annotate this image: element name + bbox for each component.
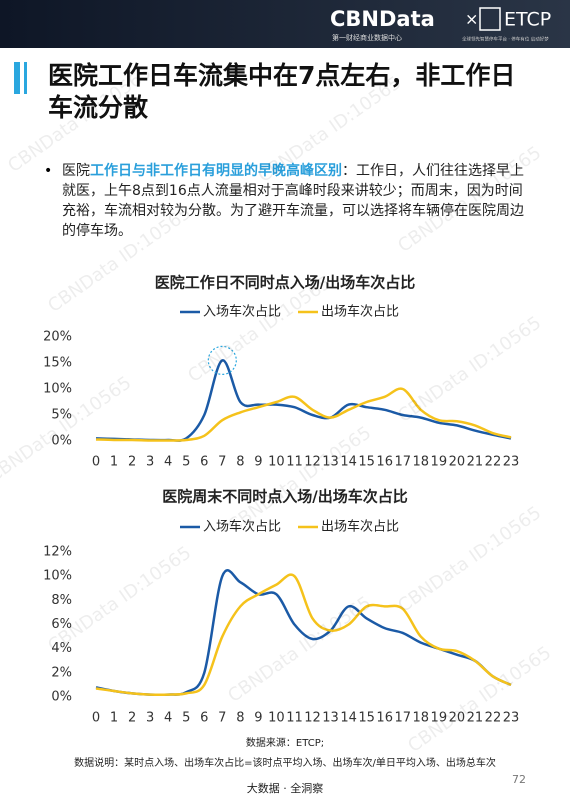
- x-tick-label: 9: [254, 455, 262, 470]
- x-tick-label: 4: [164, 711, 172, 726]
- x-tick-label: 19: [431, 711, 448, 726]
- x-tick-label: 8: [236, 455, 244, 470]
- y-tick-label: 0%: [51, 434, 72, 449]
- x-tick-label: 8: [236, 711, 244, 726]
- x-tick-label: 16: [376, 711, 393, 726]
- x-tick-label: 5: [182, 711, 190, 726]
- legend-label: 入场车次占比: [203, 519, 281, 535]
- x-tick-label: 15: [358, 711, 375, 726]
- x-tick-label: 2: [128, 455, 136, 470]
- x-tick-label: 1: [110, 455, 118, 470]
- highlight: 工作日与非工作日有明显的早晚高峰区别: [90, 163, 342, 179]
- x-tick-label: 14: [340, 711, 357, 726]
- x-tick-label: 19: [431, 455, 448, 470]
- x-tick-label: 6: [200, 455, 208, 470]
- series-line: [95, 573, 512, 696]
- x-tick-label: 14: [340, 455, 357, 470]
- y-tick-label: 0%: [51, 690, 72, 705]
- x-tick-label: 17: [394, 711, 411, 726]
- x-tick-label: 5: [182, 455, 190, 470]
- x-tick-label: 22: [485, 455, 502, 470]
- x-tick-label: 10: [268, 455, 285, 470]
- x-tick-label: 21: [467, 711, 484, 726]
- y-tick-label: 20%: [43, 330, 72, 345]
- y-tick-label: 10%: [43, 382, 72, 397]
- footer: 大数据 · 全洞察: [247, 781, 324, 795]
- y-tick-label: 4%: [51, 641, 72, 656]
- y-tick-label: 5%: [51, 408, 72, 423]
- title-bar: [14, 62, 20, 94]
- note: 数据说明：某时点入场、出场车次占比=该时点平均入场、出场车次/单日平均入场、出场…: [74, 756, 496, 769]
- legend-label: 出场车次占比: [321, 304, 399, 320]
- source: 数据来源：ETCP;: [246, 736, 324, 749]
- x-tick-label: 20: [449, 711, 466, 726]
- x-tick-label: 11: [286, 711, 303, 726]
- y-tick-label: 12%: [43, 545, 72, 560]
- x-tick-label: 18: [413, 711, 430, 726]
- x-tick-label: 4: [164, 455, 172, 470]
- y-tick-label: 2%: [51, 665, 72, 680]
- partner-sub: 全球领先智慧停车平台 · 停车有位 启动好梦: [462, 36, 549, 43]
- paragraph: 医院工作日与非工作日有明显的早晚高峰区别：工作日，人们往往选择早上就医，上午8点…: [62, 161, 532, 241]
- partner: ETCP: [504, 9, 551, 31]
- x-tick-label: 23: [503, 455, 520, 470]
- x-tick-label: 9: [254, 711, 262, 726]
- x-tick-label: 23: [503, 711, 520, 726]
- chart-title: 医院周末不同时点入场/出场车次占比: [162, 488, 407, 506]
- y-tick-label: 15%: [43, 356, 72, 371]
- series-line: [95, 387, 512, 442]
- x-tick-label: 12: [304, 455, 321, 470]
- cross: ×: [465, 10, 478, 29]
- x-tick-label: 2: [128, 711, 136, 726]
- page-number: 72: [512, 773, 526, 786]
- page-title: 医院工作日车流集中在7点左右，非工作日车流分散: [48, 61, 516, 122]
- x-tick-label: 3: [146, 711, 154, 726]
- x-tick-label: 13: [322, 455, 339, 470]
- x-tick-label: 7: [218, 455, 226, 470]
- series-line: [95, 359, 512, 442]
- bullet-dot: •: [44, 163, 53, 179]
- x-tick-label: 22: [485, 711, 502, 726]
- x-tick-label: 17: [394, 455, 411, 470]
- rest: ：工作日，人们往往选择早上就医，上午8点到16点人流量相对于高峰时段来讲较少；而…: [62, 163, 524, 239]
- x-tick-label: 6: [200, 711, 208, 726]
- x-tick-label: 15: [358, 455, 375, 470]
- y-tick-label: 10%: [43, 569, 72, 584]
- x-tick-label: 11: [286, 455, 303, 470]
- y-tick-label: 8%: [51, 593, 72, 608]
- x-tick-label: 3: [146, 455, 154, 470]
- x-tick-label: 10: [268, 711, 285, 726]
- y-tick-label: 6%: [51, 617, 72, 632]
- chart-title: 医院工作日不同时点入场/出场车次占比: [155, 274, 415, 292]
- x-tick-label: 0: [92, 455, 100, 470]
- x-tick-label: 0: [92, 711, 100, 726]
- x-tick-label: 21: [467, 455, 484, 470]
- brand: CBNData: [330, 7, 435, 31]
- x-tick-label: 13: [322, 711, 339, 726]
- title-bar: [24, 62, 27, 94]
- partner-icon: [479, 7, 501, 31]
- x-tick-label: 20: [449, 455, 466, 470]
- x-tick-label: 18: [413, 455, 430, 470]
- x-tick-label: 12: [304, 711, 321, 726]
- lead: 医院: [62, 163, 90, 179]
- series-line: [95, 569, 512, 697]
- legend-label: 入场车次占比: [203, 304, 281, 320]
- legend-label: 出场车次占比: [321, 519, 399, 535]
- x-tick-label: 1: [110, 711, 118, 726]
- header-band: [0, 0, 570, 48]
- highlight-circle: [207, 345, 237, 375]
- brand-sub: 第一财经商业数据中心: [332, 33, 402, 42]
- x-tick-label: 16: [376, 455, 393, 470]
- x-tick-label: 7: [218, 711, 226, 726]
